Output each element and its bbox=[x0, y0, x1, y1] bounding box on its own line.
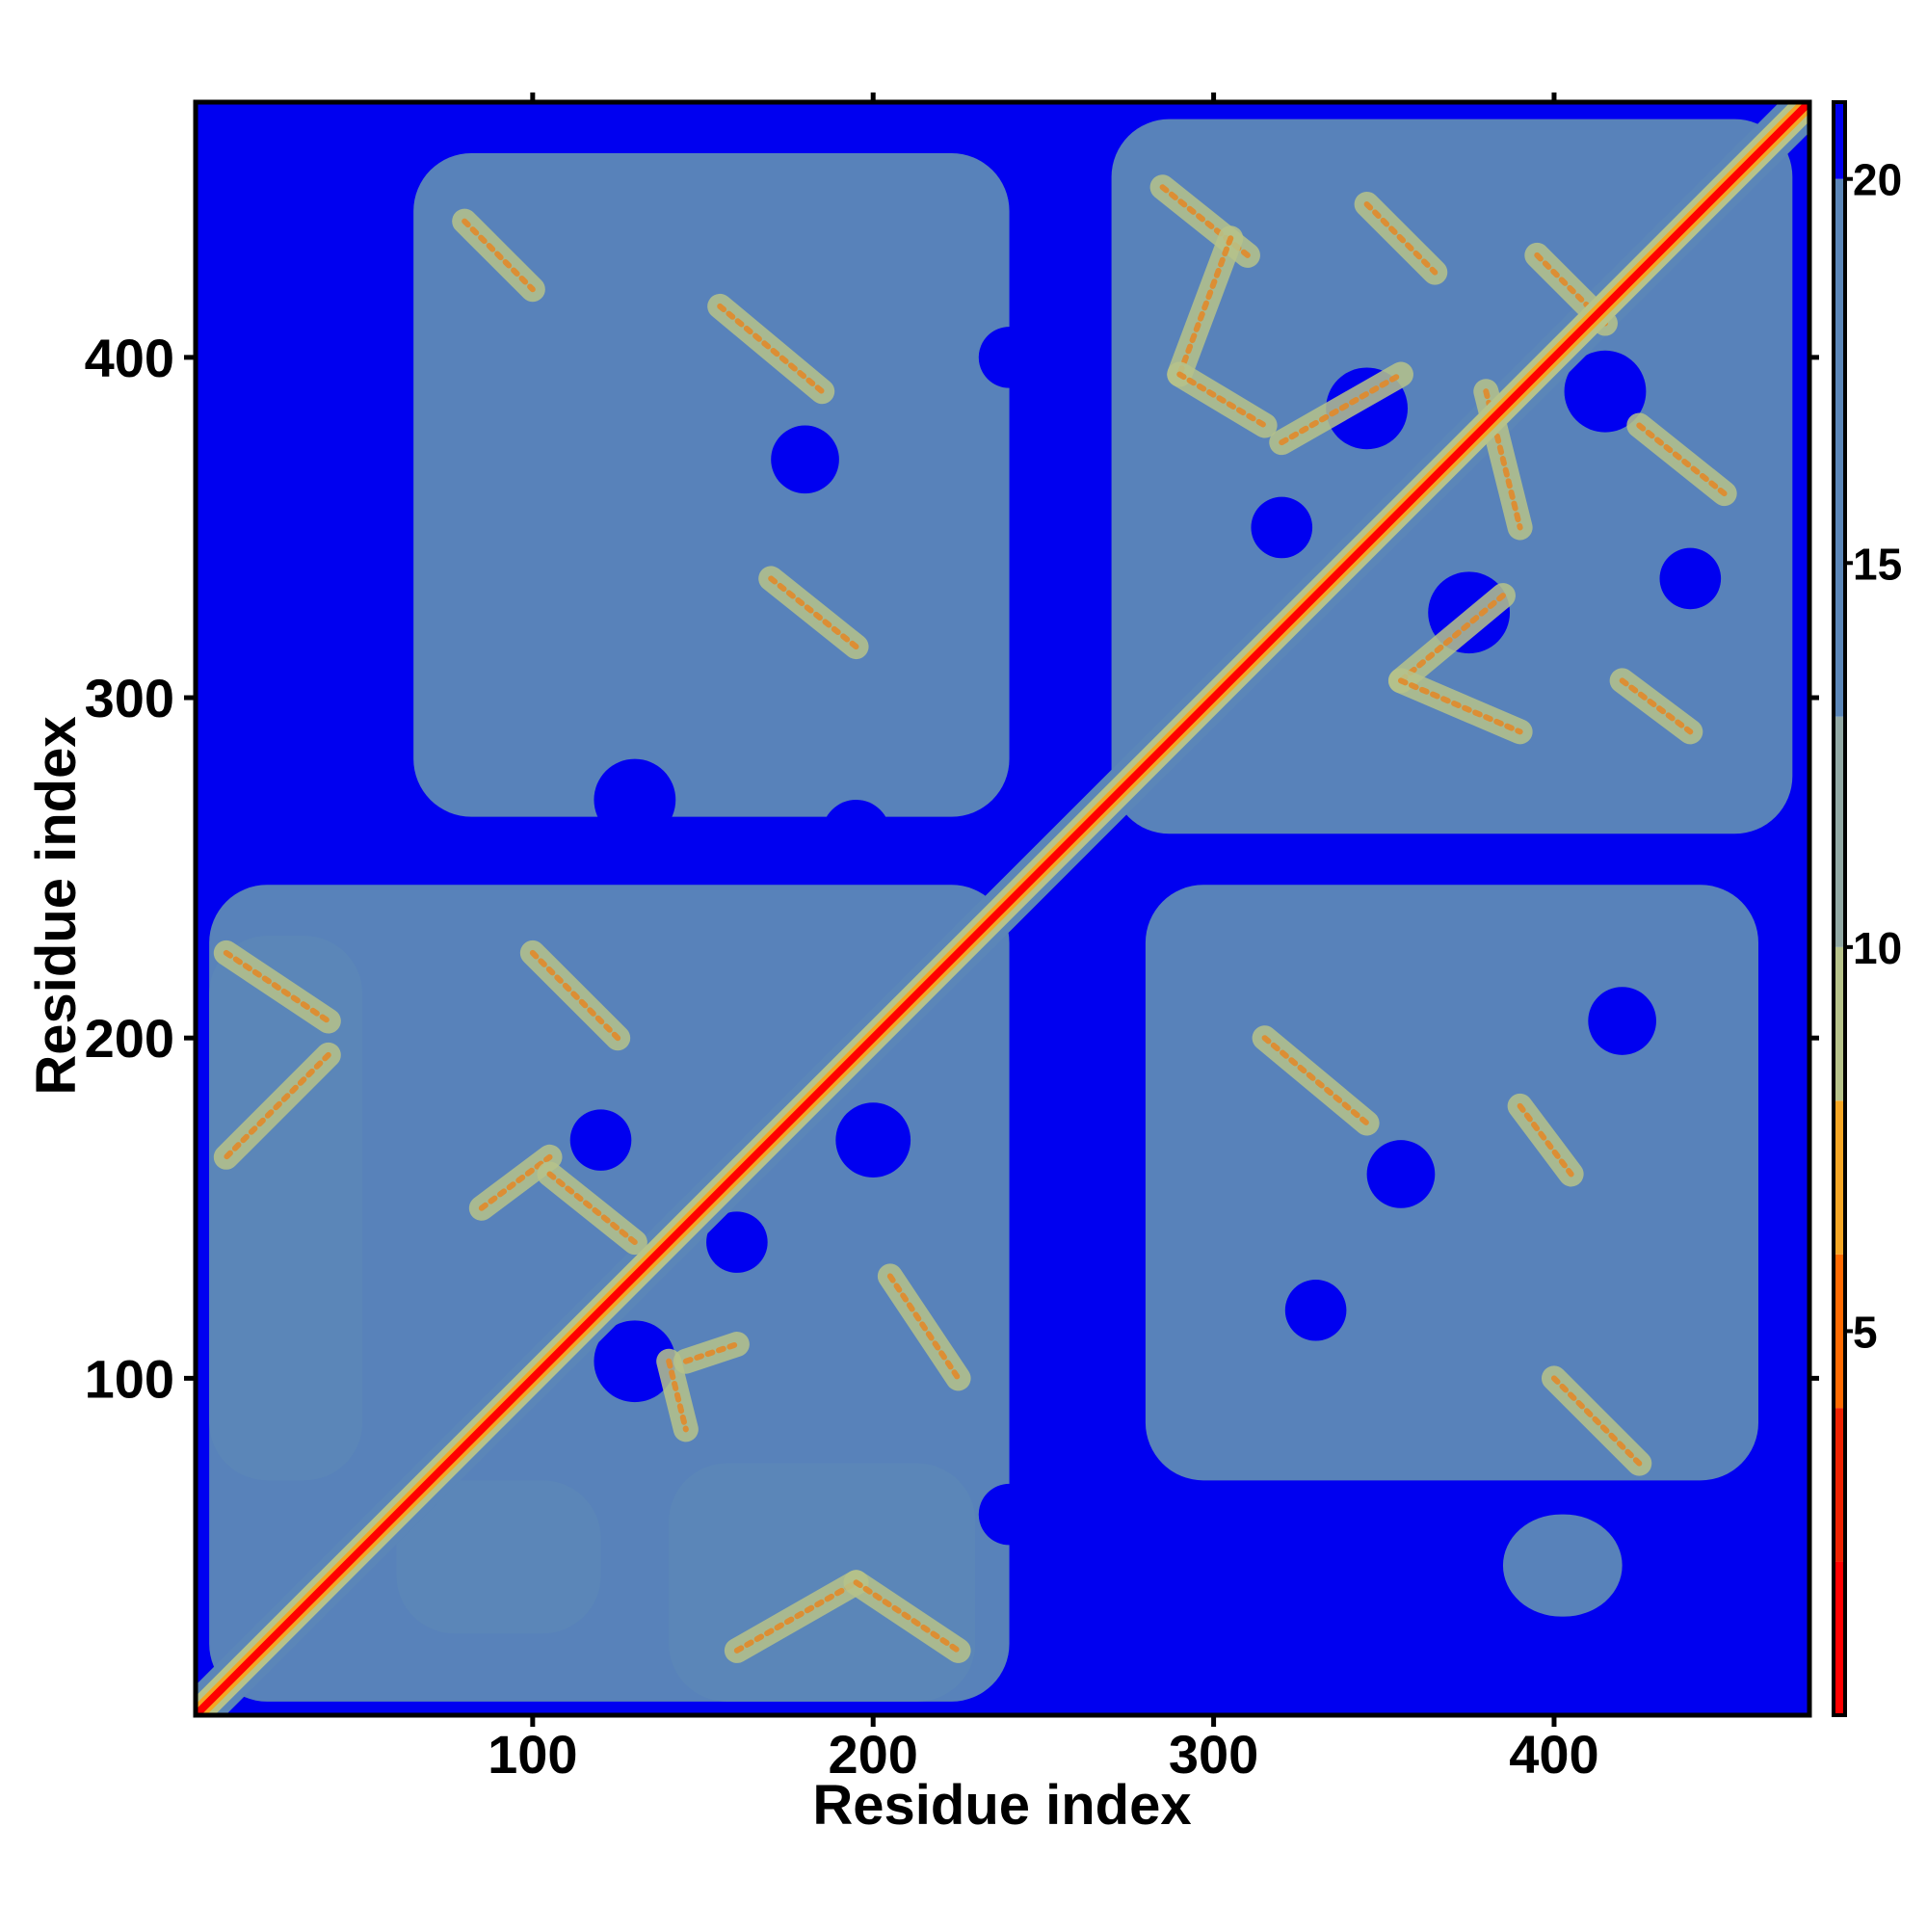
contact-hole-11 bbox=[1659, 547, 1722, 610]
heatmap-layer bbox=[196, 102, 1809, 1715]
colorbar-segment-6 bbox=[1834, 178, 1845, 717]
contact-hole-7 bbox=[706, 1211, 768, 1273]
contact-band-core-24 bbox=[1261, 1035, 1370, 1126]
contact-region-3 bbox=[1145, 885, 1758, 1481]
y-tick-label-1: 200 bbox=[85, 1008, 174, 1069]
x-axis-label: Residue index bbox=[812, 1774, 1191, 1837]
contact-band-core-4 bbox=[546, 1171, 638, 1246]
y-tick-label-3: 400 bbox=[85, 328, 174, 388]
colorbar-segment-3 bbox=[1834, 1100, 1845, 1255]
contact-hole-4 bbox=[594, 1320, 676, 1403]
contact-hole-16 bbox=[978, 1483, 1041, 1546]
contact-band-core-11 bbox=[717, 303, 826, 395]
x-tick-label-0: 100 bbox=[488, 1724, 577, 1785]
y-tick-label-0: 100 bbox=[85, 1348, 174, 1409]
contact-band-core-26 bbox=[1550, 1375, 1643, 1467]
colorbar-tick-label-2: 15 bbox=[1853, 539, 1902, 589]
contact-hole-5 bbox=[569, 1109, 632, 1171]
contact-hole-15 bbox=[1284, 1279, 1347, 1341]
contact-hole-2 bbox=[771, 425, 839, 494]
contact-band-core-12 bbox=[768, 575, 859, 650]
colorbar-tick-label-3: 20 bbox=[1853, 155, 1902, 205]
plot-frame bbox=[193, 99, 1812, 1718]
contact-band-core-3 bbox=[478, 1153, 553, 1211]
colorbar-segment-5 bbox=[1834, 716, 1845, 947]
colorbar-segment-4 bbox=[1834, 946, 1845, 1101]
contact-region-6 bbox=[1502, 1514, 1623, 1617]
y-tick-label-2: 300 bbox=[85, 668, 174, 728]
x-tick-label-3: 400 bbox=[1509, 1724, 1598, 1785]
contact-band-core-14 bbox=[1176, 235, 1234, 378]
contact-band-core-15 bbox=[1176, 371, 1268, 429]
axes: 100 200 300 400 100 200 300 400 bbox=[85, 93, 1819, 1785]
contact-hole-6 bbox=[835, 1102, 911, 1178]
contact-hole-14 bbox=[1588, 987, 1656, 1055]
contact-band-core-5 bbox=[666, 1358, 689, 1433]
contact-hole-0 bbox=[594, 758, 676, 841]
x-tick-label-2: 300 bbox=[1169, 1724, 1258, 1785]
colorbar-tick-label-1: 10 bbox=[1853, 923, 1902, 973]
contact-band-core-2 bbox=[529, 949, 621, 1042]
contact-band-core-22 bbox=[1619, 677, 1694, 735]
contact-band-core-17 bbox=[1363, 200, 1439, 276]
colorbar-segment-7 bbox=[1834, 102, 1845, 179]
contact-band-core-6 bbox=[682, 1341, 740, 1364]
contact-band-core-0 bbox=[223, 949, 331, 1024]
contact-band-core-10 bbox=[462, 218, 536, 293]
colorbar-segment-2 bbox=[1834, 1254, 1845, 1409]
y-axis-label: Residue index bbox=[25, 716, 88, 1095]
contact-hole-12 bbox=[1251, 496, 1313, 559]
contact-band-core-25 bbox=[1517, 1102, 1574, 1178]
contact-hole-3 bbox=[978, 327, 1041, 388]
colorbar-segment-1 bbox=[1834, 1408, 1845, 1562]
contact-band-core-1 bbox=[223, 1051, 331, 1160]
contact-region-4 bbox=[669, 1463, 976, 1702]
diagonal-core bbox=[196, 102, 1809, 1715]
contact-band-core-7 bbox=[886, 1273, 962, 1382]
colorbar: 5 10 15 20 bbox=[1832, 100, 1902, 1717]
contact-hole-13 bbox=[1366, 1140, 1436, 1208]
x-tick-label-1: 200 bbox=[828, 1724, 917, 1785]
contact-band-core-23 bbox=[1636, 422, 1728, 497]
colorbar-tick-label-0: 5 bbox=[1853, 1307, 1878, 1357]
contact-band-core-9 bbox=[853, 1579, 962, 1654]
colorbar-segment-0 bbox=[1834, 1561, 1845, 1715]
heatmap-cells bbox=[196, 102, 1809, 1715]
contact-band-core-20 bbox=[1397, 593, 1506, 684]
colorbar-frame bbox=[1832, 100, 1847, 1717]
contact-band-core-16 bbox=[1279, 371, 1404, 446]
contact-band-core-21 bbox=[1397, 677, 1523, 735]
contact-band-core-8 bbox=[733, 1579, 859, 1654]
contact-hole-1 bbox=[822, 799, 890, 868]
contact-region-5 bbox=[396, 1480, 601, 1634]
contact-hole-9 bbox=[1564, 350, 1647, 433]
